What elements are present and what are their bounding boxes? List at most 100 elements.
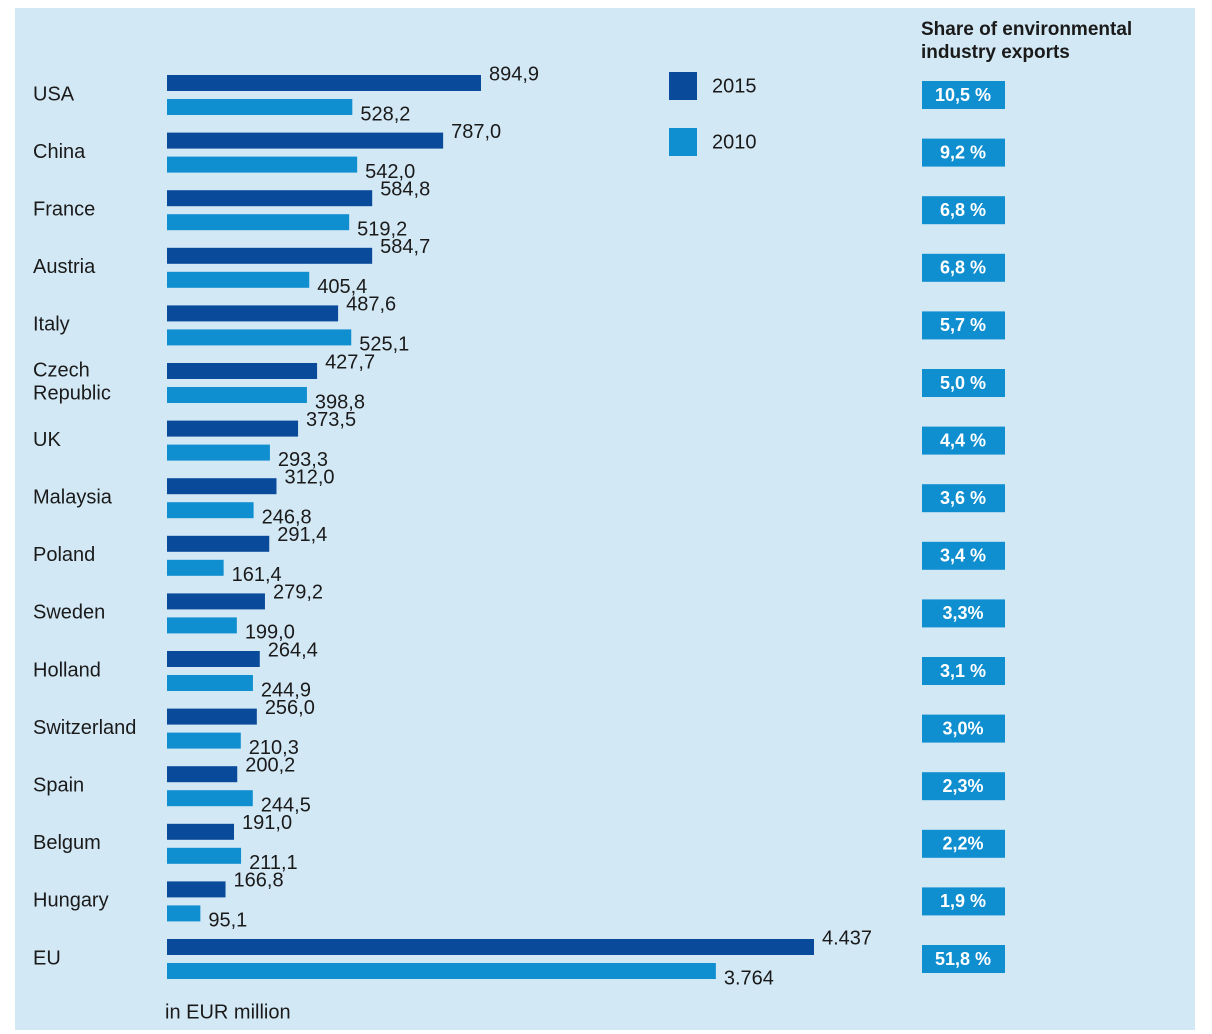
value-label: 894,9 bbox=[489, 63, 539, 85]
category-label: Czech Republic bbox=[33, 360, 111, 405]
value-label: 166,8 bbox=[234, 870, 284, 892]
value-label: 373,5 bbox=[306, 409, 356, 431]
bar bbox=[167, 790, 253, 807]
value-label: 244,9 bbox=[261, 679, 311, 701]
bar bbox=[167, 132, 444, 149]
value-label: 200,2 bbox=[245, 754, 295, 776]
value-label: 3.764 bbox=[724, 967, 774, 989]
value-label: 398,8 bbox=[315, 391, 365, 413]
value-label: 525,1 bbox=[359, 334, 409, 356]
bar bbox=[167, 708, 257, 725]
category-label: Italy bbox=[33, 314, 70, 336]
share-badge bbox=[922, 772, 1005, 801]
share-label: 10,5 % bbox=[935, 85, 991, 105]
share-badge bbox=[922, 541, 1005, 570]
share-label: 6,8 % bbox=[940, 200, 986, 220]
value-label: 584,7 bbox=[380, 236, 430, 258]
share-badge bbox=[922, 599, 1005, 628]
bar bbox=[167, 444, 270, 461]
category-label: China bbox=[33, 141, 86, 163]
share-badge bbox=[922, 81, 1005, 109]
value-label: 256,0 bbox=[265, 697, 315, 719]
bar bbox=[167, 651, 260, 667]
value-label: 519,2 bbox=[357, 218, 407, 240]
legend-label: 2010 bbox=[712, 131, 757, 153]
share-label: 5,0 % bbox=[940, 373, 986, 393]
value-label: 246,8 bbox=[262, 506, 312, 528]
value-label: 4.437 bbox=[822, 927, 872, 949]
legend-swatch bbox=[669, 72, 697, 100]
value-label: 427,7 bbox=[325, 351, 375, 373]
share-badge bbox=[922, 887, 1005, 916]
share-label: 3,6 % bbox=[940, 488, 986, 508]
share-badge bbox=[922, 311, 1005, 340]
share-label: 2,3% bbox=[942, 776, 983, 796]
share-label: 6,8 % bbox=[940, 258, 986, 278]
category-label: Spain bbox=[33, 774, 84, 796]
share-label: 4,4 % bbox=[940, 430, 986, 450]
share-label: 9,2 % bbox=[940, 142, 986, 162]
value-label: 264,4 bbox=[268, 639, 318, 661]
value-label: 584,8 bbox=[380, 178, 430, 200]
bar bbox=[167, 305, 339, 322]
category-label: Poland bbox=[33, 544, 95, 566]
bar bbox=[167, 156, 358, 173]
bar bbox=[167, 387, 307, 403]
bar bbox=[167, 535, 270, 552]
share-badge bbox=[922, 657, 1005, 685]
bar bbox=[167, 847, 242, 864]
bar bbox=[167, 963, 716, 979]
category-label: USA bbox=[33, 83, 75, 105]
unit-note: in EUR million bbox=[165, 1001, 291, 1023]
category-label: UK bbox=[33, 429, 61, 451]
value-label: 405,4 bbox=[317, 276, 367, 298]
category-label: Belgum bbox=[33, 832, 101, 854]
bar bbox=[167, 502, 254, 519]
category-label: Austria bbox=[33, 256, 96, 278]
share-label: 3,1 % bbox=[940, 661, 986, 681]
bar bbox=[167, 881, 226, 898]
bar bbox=[167, 766, 238, 783]
bar bbox=[167, 559, 224, 576]
bar bbox=[167, 214, 350, 231]
share-badge bbox=[922, 945, 1005, 973]
bar bbox=[167, 593, 265, 610]
bar bbox=[167, 939, 814, 955]
bar bbox=[167, 271, 310, 288]
share-label: 3,3% bbox=[942, 603, 983, 623]
value-label: 279,2 bbox=[273, 582, 323, 604]
value-label: 191,0 bbox=[242, 812, 292, 834]
legend-label: 2015 bbox=[712, 75, 757, 97]
bar bbox=[167, 190, 373, 207]
share-badge bbox=[922, 426, 1005, 455]
share-badge bbox=[922, 196, 1005, 225]
value-label: 210,3 bbox=[249, 737, 299, 759]
share-badge bbox=[922, 369, 1005, 397]
share-title: Share of environmental industry exports bbox=[921, 19, 1132, 63]
category-label: Sweden bbox=[33, 602, 105, 624]
share-label: 51,8 % bbox=[935, 949, 991, 969]
value-label: 293,3 bbox=[278, 449, 328, 471]
share-label: 3,0% bbox=[942, 718, 983, 738]
share-badge bbox=[922, 484, 1005, 513]
bar bbox=[167, 617, 237, 634]
category-label: Hungary bbox=[33, 890, 109, 912]
category-label: France bbox=[33, 198, 95, 220]
bar bbox=[167, 329, 352, 346]
share-badge bbox=[922, 714, 1005, 743]
value-label: 199,0 bbox=[245, 622, 295, 644]
share-label: 1,9 % bbox=[940, 891, 986, 911]
value-label: 787,0 bbox=[451, 121, 501, 143]
category-label: EU bbox=[33, 947, 61, 969]
value-label: 244,5 bbox=[261, 794, 311, 816]
value-label: 312,0 bbox=[284, 466, 334, 488]
bar bbox=[167, 675, 253, 691]
bar bbox=[167, 99, 353, 115]
bar bbox=[167, 823, 235, 840]
share-label: 5,7 % bbox=[940, 315, 986, 335]
bar bbox=[167, 363, 318, 379]
value-label: 211,1 bbox=[249, 852, 298, 874]
value-label: 291,4 bbox=[277, 524, 327, 546]
value-label: 95,1 bbox=[208, 910, 247, 932]
